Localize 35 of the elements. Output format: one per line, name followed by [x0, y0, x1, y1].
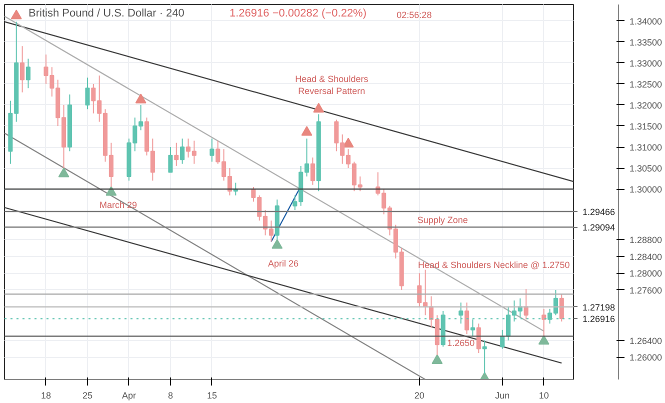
annotation: Head & Shoulders Reversal Pattern	[295, 74, 369, 96]
y-tick-label: 1.27600	[630, 285, 662, 296]
annotation: Supply Zone	[417, 215, 468, 226]
y-tick-label: 1.32000	[630, 100, 662, 110]
x-tick-label: 8	[168, 390, 173, 400]
annotation: 1.2650	[447, 338, 475, 348]
y-tick-label: 1.34000	[630, 16, 662, 26]
y-tick-label: 1.26400	[630, 336, 662, 346]
y-tick-label: 1.30500	[630, 164, 662, 174]
annotation: April 26	[268, 258, 299, 268]
x-tick-label: 20	[414, 390, 424, 400]
x-tick-label: 25	[82, 390, 92, 400]
y-tick-label: 1.33000	[630, 58, 662, 68]
annotation: Head & Shoulders Neckline @ 1.2750	[418, 260, 570, 270]
ref-line-label: 1.29094	[582, 222, 616, 233]
y-tick-label: 1.31500	[630, 121, 662, 132]
x-tick-label: Jun	[495, 390, 510, 400]
y-tick-label: 1.32500	[630, 79, 662, 90]
x-tick-label: 10	[538, 390, 549, 400]
y-tick-label: 1.28000	[630, 268, 662, 279]
x-tick-label: 18	[40, 390, 51, 400]
y-tick-label: 1.31000	[630, 142, 662, 153]
annotation: 02:56:28	[396, 10, 432, 20]
ref-line-label: 1.27198	[582, 302, 616, 312]
x-tick-label: 15	[206, 390, 217, 400]
y-tick-label: 1.28800	[630, 235, 662, 246]
chart-subtitle: 1.26916 −0.00282 (−0.22%)	[230, 8, 367, 20]
chart-title: British Pound / U.S. Dollar · 240	[28, 8, 184, 20]
y-tick-label: 1.26000	[630, 352, 662, 363]
ref-line-label: 1.26916	[582, 314, 616, 324]
y-tick-label: 1.33500	[630, 37, 662, 48]
y-tick-label: 1.30000	[630, 184, 662, 195]
y-tick-label: 1.28400	[630, 252, 662, 262]
x-tick-label: Apr	[122, 390, 136, 400]
ref-line-label: 1.29466	[582, 207, 616, 218]
